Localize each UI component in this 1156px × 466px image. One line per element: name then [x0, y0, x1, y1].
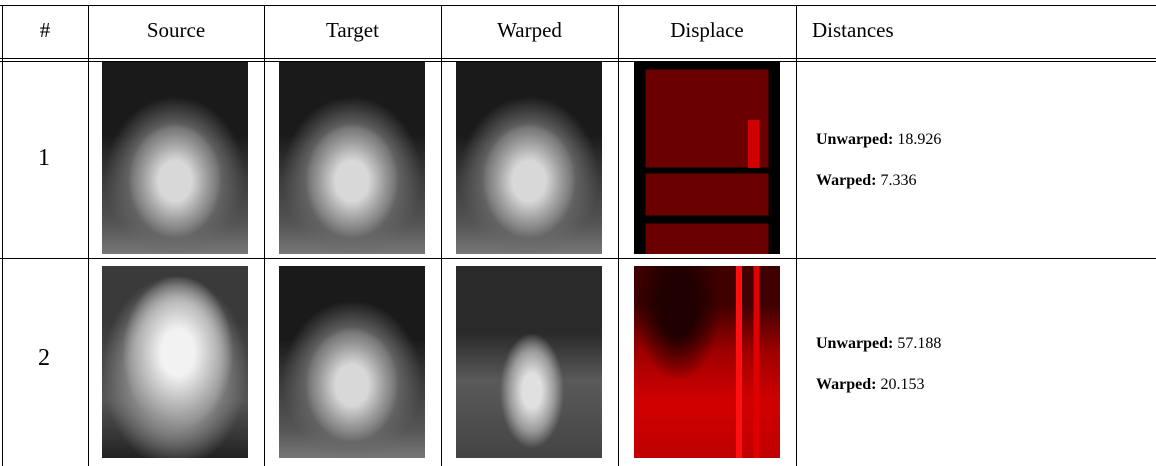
page: {"table": { "headers": ["#", "Source", "…	[0, 0, 1156, 466]
displacement-image	[634, 266, 780, 458]
row-index: 2	[0, 345, 88, 372]
column-border	[796, 5, 797, 466]
label: Warped:	[816, 376, 876, 393]
warped-image	[456, 266, 602, 458]
target-image	[279, 62, 425, 254]
header-cell: Source	[88, 18, 264, 43]
rule	[0, 5, 1156, 6]
distance-line: Unwarped: 57.188	[816, 335, 941, 353]
header-cell: Target	[264, 18, 441, 43]
warped-image	[456, 62, 602, 254]
column-border	[88, 5, 89, 466]
rule	[0, 258, 1156, 259]
target-image	[279, 266, 425, 458]
source-image	[102, 62, 248, 254]
header-cell: #	[2, 18, 88, 43]
row-index: 1	[0, 145, 88, 172]
distance-line: Warped: 7.336	[816, 172, 916, 190]
value: 7.336	[880, 172, 916, 189]
value: 20.153	[880, 376, 924, 393]
rule	[0, 58, 1156, 59]
source-image	[102, 266, 248, 458]
value: 18.926	[897, 131, 941, 148]
column-border	[264, 5, 265, 466]
distance-line: Unwarped: 18.926	[816, 131, 941, 149]
label: Unwarped:	[816, 131, 893, 148]
distance-line: Warped: 20.153	[816, 376, 924, 394]
column-border	[618, 5, 619, 466]
header-cell: Displace	[618, 18, 796, 43]
column-border	[2, 5, 3, 466]
label: Unwarped:	[816, 335, 893, 352]
column-border	[441, 5, 442, 466]
header-cell: Distances	[812, 18, 894, 43]
value: 57.188	[897, 335, 941, 352]
displacement-image	[634, 62, 780, 254]
header-cell: Warped	[441, 18, 618, 43]
label: Warped:	[816, 172, 876, 189]
